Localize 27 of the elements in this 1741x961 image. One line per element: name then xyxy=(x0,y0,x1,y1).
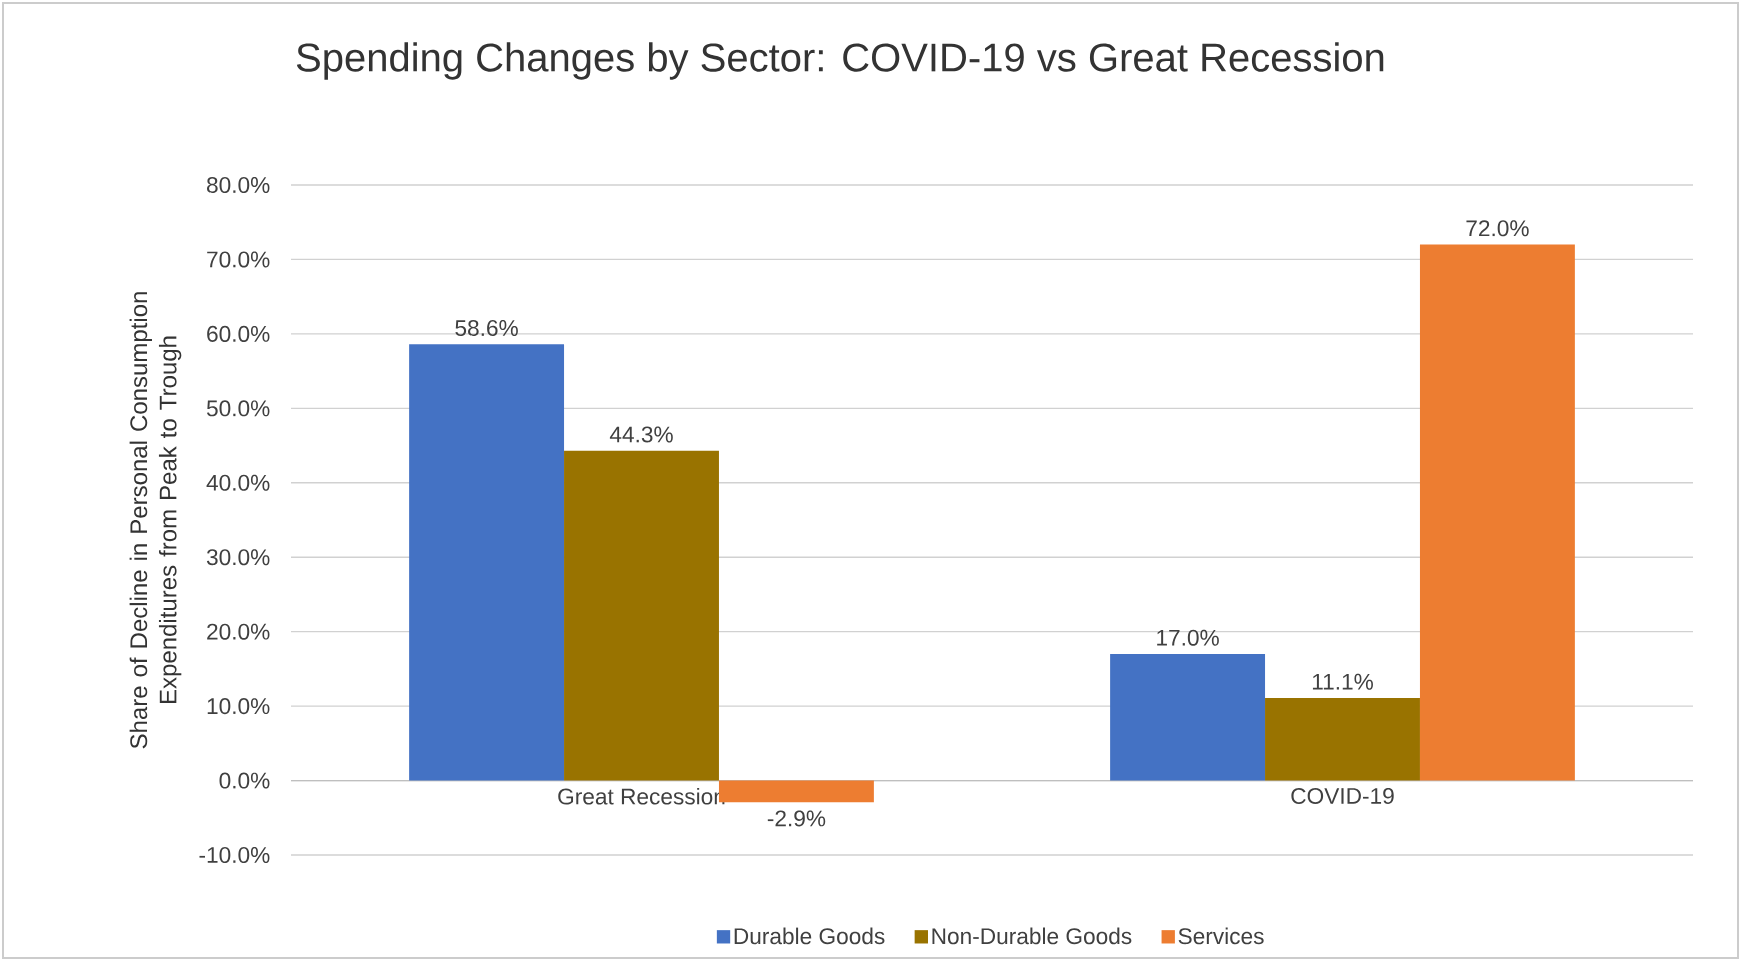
data-label: 72.0% xyxy=(1466,220,1529,237)
y-tick-label: 0.0% xyxy=(219,772,270,789)
y-tick-label: -10.0% xyxy=(199,846,270,864)
data-label: 17.0% xyxy=(1157,629,1219,646)
bar xyxy=(409,344,565,781)
y-tick-label: 30.0% xyxy=(206,549,270,566)
legend-label: Non-Durable Goods xyxy=(932,927,1132,945)
legend-label: Services xyxy=(1178,927,1264,945)
y-tick-label: 20.0% xyxy=(207,623,270,640)
x-tick-label: COVID-19 xyxy=(1291,787,1394,804)
data-label: 11.1% xyxy=(1312,673,1373,690)
data-label: -2.9% xyxy=(767,810,826,827)
bar xyxy=(564,450,719,781)
data-label: 44.3% xyxy=(609,426,673,443)
y-tick-label: 70.0% xyxy=(207,251,270,268)
legend-label: Durable Goods xyxy=(734,927,885,945)
y-tick-label: 80.0% xyxy=(207,176,270,194)
chart-title: Spending Changes by Sector: COVID-19 vs Great Recession xyxy=(296,42,1384,80)
y-tick-label: 40.0% xyxy=(206,474,270,491)
y-tick-label: 10.0% xyxy=(207,698,270,715)
y-tick-label: 50.0% xyxy=(206,400,270,417)
data-label: 58.6% xyxy=(455,320,518,337)
bar xyxy=(1265,697,1420,781)
y-tick-label: 60.0% xyxy=(207,325,270,342)
bar xyxy=(1419,244,1575,781)
bar xyxy=(1110,654,1266,781)
y-axis-title: Share of Decline in Personal Consumption Expenditures from Peak to Trough xyxy=(129,292,182,749)
